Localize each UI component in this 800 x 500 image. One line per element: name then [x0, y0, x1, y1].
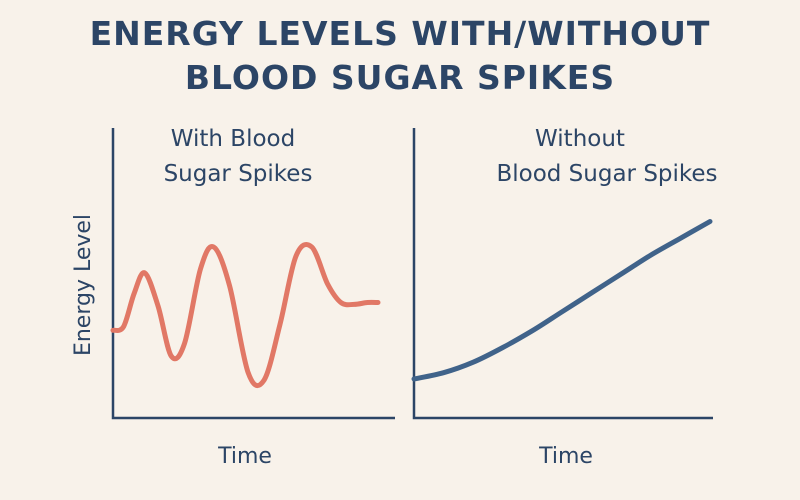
panel-without-spikes: Without Blood Sugar Spikes Time	[411, 126, 718, 469]
y-axis-label: Energy Level	[71, 214, 96, 356]
axes-without-spikes	[412, 128, 713, 420]
series-line-without-spikes	[411, 219, 713, 382]
chart-title: ENERGY LEVELS WITH/WITHOUT BLOOD SUGAR S…	[0, 12, 800, 100]
panel-title-with-spikes-line-1: With Blood	[171, 126, 295, 152]
panel-with-spikes: With Blood Sugar Spikes Energy Level Tim…	[71, 126, 395, 469]
panel-title-with-spikes-line-2: Sugar Spikes	[164, 161, 313, 187]
panel-title-without-spikes-line-1: Without	[535, 126, 625, 152]
series-line-with-spikes	[110, 242, 381, 389]
axes-with-spikes	[111, 128, 395, 420]
x-axis-label-with-spikes: Time	[217, 444, 272, 469]
chart-title-line-2: BLOOD SUGAR SPIKES	[184, 58, 616, 97]
chart-title-line-1: ENERGY LEVELS WITH/WITHOUT	[89, 14, 711, 53]
x-axis-label-without-spikes: Time	[538, 444, 593, 469]
panel-title-without-spikes-line-2: Blood Sugar Spikes	[496, 161, 717, 187]
